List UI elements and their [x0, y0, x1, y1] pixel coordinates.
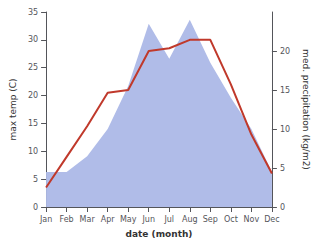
svg-text:Oct: Oct — [224, 215, 238, 224]
svg-text:Jul: Jul — [163, 215, 174, 224]
svg-text:Sep: Sep — [203, 215, 218, 224]
svg-text:0: 0 — [280, 203, 285, 212]
svg-text:35: 35 — [28, 8, 38, 17]
svg-text:med. precipitation (kg/m2): med. precipitation (kg/m2) — [301, 49, 311, 170]
svg-text:Dec: Dec — [264, 215, 279, 224]
svg-text:5: 5 — [33, 175, 38, 184]
svg-text:25: 25 — [28, 63, 38, 72]
svg-text:15: 15 — [280, 86, 290, 95]
svg-text:Jan: Jan — [39, 215, 52, 224]
svg-text:Nov: Nov — [244, 215, 260, 224]
svg-text:10: 10 — [280, 125, 290, 134]
svg-text:10: 10 — [28, 147, 38, 156]
svg-text:max temp (C): max temp (C) — [8, 78, 18, 140]
svg-text:15: 15 — [28, 119, 38, 128]
svg-text:0: 0 — [33, 203, 38, 212]
svg-text:20: 20 — [280, 47, 290, 56]
svg-text:Feb: Feb — [60, 215, 74, 224]
svg-text:Apr: Apr — [101, 215, 116, 224]
svg-text:Aug: Aug — [182, 215, 198, 224]
svg-text:Jun: Jun — [141, 215, 155, 224]
svg-text:Mar: Mar — [80, 215, 96, 224]
svg-text:30: 30 — [28, 35, 38, 44]
svg-text:May: May — [120, 215, 137, 224]
svg-text:date (month): date (month) — [126, 229, 193, 239]
svg-text:5: 5 — [280, 164, 285, 173]
svg-text:20: 20 — [28, 91, 38, 100]
